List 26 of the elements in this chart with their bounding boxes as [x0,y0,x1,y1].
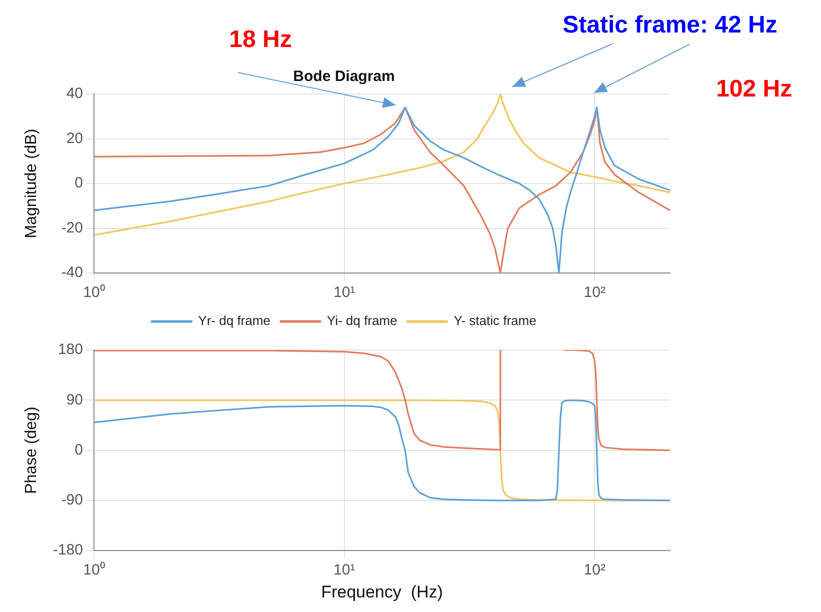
x-tick-label: 10⁰ [83,284,105,302]
x-tick-label: 10¹ [333,562,356,579]
y-axis-title: Phase (deg) [23,406,40,494]
y-tick-label: 180 [58,341,83,358]
text: Static frame: 42 Hz [562,12,778,39]
chart-title: Bode Diagram [293,68,395,86]
text: 102 Hz [716,76,792,103]
x-tick-label: 10⁰ [83,562,105,579]
y-tick-label: 90 [66,391,83,408]
y-tick-label: 20 [66,130,83,147]
y-tick-label: -180 [52,542,83,559]
y-tick-label: -40 [61,264,83,282]
y-axis-title: Magnitude (dB) [23,128,40,238]
x-tick-label: 10¹ [333,284,356,302]
y-tick-label: 0 [74,441,83,458]
y-tick-label: -90 [61,492,83,509]
legend-label: Yi- dq frame [326,313,398,328]
legend-label: Yr- dq frame [198,313,270,328]
x-axis-title: Frequency (Hz) [321,582,443,602]
text: 18 Hz [229,26,292,53]
legend-label: Y- static frame [454,313,536,328]
y-tick-label: -20 [61,219,83,236]
x-tick-label: 10² [584,562,606,579]
x-tick-label: 10² [584,284,606,302]
y-tick-label: 0 [74,174,83,192]
y-tick-label: 40 [66,85,83,102]
